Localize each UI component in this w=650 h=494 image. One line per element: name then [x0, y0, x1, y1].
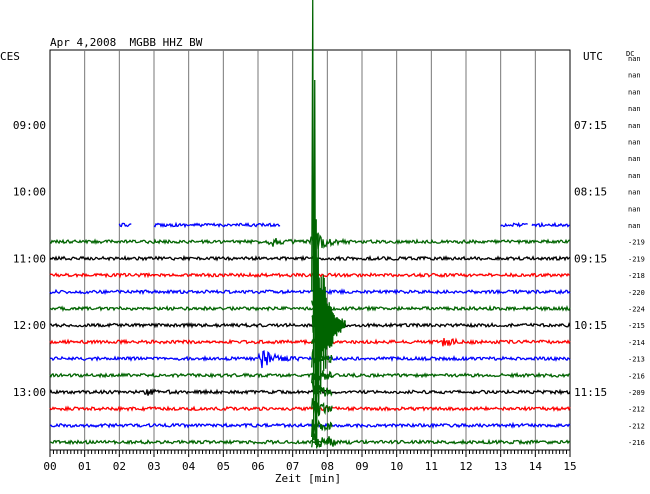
seismogram-trace — [531, 221, 571, 228]
x-axis-label: Zeit [min] — [275, 472, 341, 485]
seismogram-trace — [153, 221, 281, 229]
earthquake-coda — [311, 380, 333, 399]
chart-title: Apr 4,2008 MGBB HHZ BW — [50, 36, 203, 49]
dc-offset-label: -212 — [628, 422, 645, 430]
dc-offset-label: -219 — [628, 255, 645, 263]
dc-offset-label: -212 — [628, 406, 645, 414]
seismogram-trace — [49, 288, 571, 296]
earthquake-coda — [311, 314, 333, 333]
right-time-label: 08:15 — [574, 186, 607, 199]
earthquake-signal — [311, 0, 346, 449]
seismogram-trace — [49, 371, 571, 379]
left-time-label: 09:00 — [13, 119, 46, 132]
x-tick-label: 04 — [182, 460, 196, 473]
dc-offset-label: nan — [628, 122, 641, 130]
dc-offset-label: -216 — [628, 439, 645, 447]
dc-label: DC — [626, 50, 634, 58]
dc-offset-label: nan — [628, 139, 641, 147]
seismogram-trace — [49, 254, 571, 262]
seismogram-trace — [49, 304, 571, 312]
dc-offset-label: -216 — [628, 372, 645, 380]
grid — [49, 49, 571, 457]
left-axis-label: CES — [0, 50, 20, 63]
earthquake-coda — [311, 429, 333, 448]
seismogram-trace — [49, 271, 571, 279]
seismogram-trace — [49, 230, 571, 250]
earthquake-coda — [311, 397, 333, 418]
dc-offset-label: nan — [628, 55, 641, 63]
dc-offset-label: nan — [628, 172, 641, 180]
axis-labels: 00 01 02 03 04 05 06 07 08 09 10 11 12 13 14 15 09:00 10:… — [13, 55, 645, 473]
left-time-label: 11:00 — [13, 252, 46, 265]
seismogram-trace — [50, 436, 571, 447]
dc-offset-label: nan — [628, 155, 641, 163]
dc-offset-label: nan — [628, 105, 641, 113]
left-time-label: 12:00 — [13, 319, 46, 332]
dc-offset-label: nan — [628, 222, 641, 230]
x-tick-label: 11 — [425, 460, 438, 473]
x-tick-label: 09 — [355, 460, 368, 473]
x-tick-label: 01 — [78, 460, 91, 473]
seismogram-trace — [49, 322, 571, 329]
dc-offset-label: -215 — [628, 322, 645, 330]
x-tick-label: 10 — [390, 460, 403, 473]
left-time-label: 10:00 — [13, 186, 46, 199]
seismogram-trace — [49, 388, 571, 396]
right-time-label: 09:15 — [574, 252, 607, 265]
dc-offset-label: -224 — [628, 306, 645, 314]
x-tick-label: 03 — [147, 460, 160, 473]
dc-offset-label: -218 — [628, 272, 645, 280]
right-time-label: 10:15 — [574, 319, 607, 332]
dc-offset-label: nan — [628, 88, 641, 96]
dc-offset-label: -219 — [628, 239, 645, 247]
seismogram-trace — [500, 221, 528, 228]
x-tick-label: 07 — [286, 460, 299, 473]
seismogram-trace — [49, 405, 571, 413]
x-tick-label: 00 — [43, 460, 56, 473]
x-tick-label: 15 — [563, 460, 576, 473]
x-tick-label: 08 — [321, 460, 334, 473]
right-time-label: 07:15 — [574, 119, 607, 132]
earthquake-coda — [311, 419, 333, 438]
seismogram-trace — [49, 421, 571, 430]
dc-offset-label: -213 — [628, 356, 645, 364]
left-time-label: 13:00 — [13, 386, 46, 399]
x-tick-label: 02 — [113, 460, 126, 473]
seismogram-trace — [49, 337, 571, 347]
x-tick-label: 14 — [529, 460, 543, 473]
earthquake-coda — [311, 348, 333, 368]
earthquake-coda — [311, 333, 333, 348]
dc-offset-label: -209 — [628, 389, 645, 397]
x-tick-label: 06 — [251, 460, 264, 473]
right-time-label: 11:15 — [574, 386, 607, 399]
x-axis-ticks — [49, 450, 571, 457]
dc-offset-label: nan — [628, 189, 641, 197]
right-axis-label: UTC — [583, 50, 603, 63]
dc-offset-label: -220 — [628, 289, 645, 297]
earthquake-coda — [311, 299, 333, 316]
x-tick-label: 13 — [494, 460, 507, 473]
seismogram-traces — [49, 221, 571, 447]
dc-offset-label: -214 — [628, 339, 645, 347]
dc-offset-label: nan — [628, 72, 641, 80]
earthquake-coda — [311, 368, 333, 384]
x-tick-label: 05 — [217, 460, 230, 473]
seismogram-trace — [49, 350, 571, 369]
seismogram-trace — [118, 222, 132, 228]
dc-offset-label: nan — [628, 205, 641, 213]
x-tick-label: 12 — [459, 460, 472, 473]
